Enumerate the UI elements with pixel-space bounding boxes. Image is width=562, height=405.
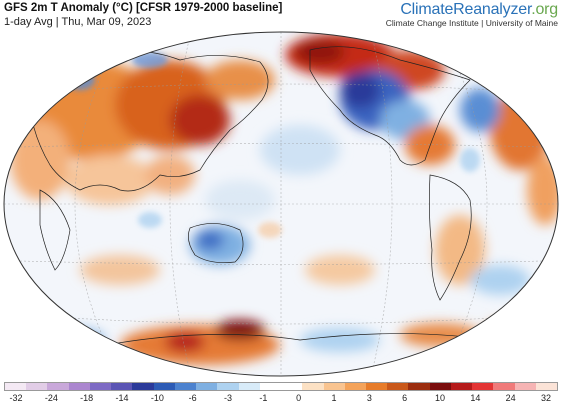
- colorbar-tick-label: -6: [188, 393, 197, 403]
- colorbar-swatch: [259, 383, 282, 390]
- colorbar-tick-label: 32: [540, 393, 552, 403]
- colorbar: [4, 382, 558, 391]
- colorbar-swatch: [323, 383, 345, 390]
- colorbar-tick-label: -18: [80, 393, 94, 403]
- colorbar-tick-label: 3: [366, 393, 372, 403]
- colorbar-tick-label: 14: [470, 393, 481, 403]
- colorbar-tick-label: -32: [9, 393, 23, 403]
- colorbar-swatch: [217, 383, 239, 390]
- colorbar-swatch: [68, 383, 90, 390]
- colorbar-tick-label: 0: [296, 393, 302, 403]
- colorbar-swatch: [493, 383, 515, 390]
- colorbar-swatch: [111, 383, 133, 390]
- colorbar-tick-label: -1: [259, 393, 268, 403]
- brand-subtitle: Climate Change Institute | University of…: [385, 18, 558, 28]
- colorbar-tick-label: 24: [505, 393, 516, 403]
- colorbar-swatch: [429, 383, 451, 390]
- colorbar-swatch: [132, 383, 154, 390]
- brand-name: ClimateReanalyzer.org: [400, 1, 558, 18]
- colorbar-swatch: [174, 383, 197, 390]
- colorbar-swatch: [450, 383, 473, 390]
- colorbar-swatch: [196, 383, 218, 390]
- map-subtitle: 1-day Avg | Thu, Mar 09, 2023: [4, 16, 152, 28]
- colorbar-swatch: [387, 383, 409, 390]
- colorbar-tick-label: -24: [44, 393, 58, 403]
- colorbar-swatch: [514, 383, 536, 390]
- colorbar-swatch: [26, 383, 48, 390]
- colorbar-swatch: [153, 383, 175, 390]
- colorbar-ticks: -32 -24 -18 -14 -10 -6 -3 -1 0 1 3 6 10 14 24 32: [4, 393, 558, 405]
- colorbar-swatch: [89, 383, 112, 390]
- colorbar-tick-label: 10: [434, 393, 446, 403]
- colorbar-swatch: [344, 383, 366, 390]
- map-title: GFS 2m T Anomaly (°C) [CFSR 1979-2000 ba…: [4, 2, 283, 14]
- colorbar-swatch: [47, 383, 69, 390]
- map-field: [4, 32, 558, 376]
- colorbar-swatch: [238, 383, 260, 390]
- colorbar-swatch: [281, 383, 303, 390]
- colorbar-swatch: [472, 383, 494, 390]
- colorbar-swatch: [408, 383, 430, 390]
- colorbar-tick-label: -10: [150, 393, 164, 403]
- colorbar-tick-label: 1: [331, 393, 337, 403]
- colorbar-tick-label: -14: [115, 393, 129, 403]
- colorbar-swatch: [5, 383, 27, 390]
- colorbar-swatch: [535, 383, 558, 390]
- colorbar-swatch: [302, 383, 324, 390]
- colorbar-swatch: [365, 383, 388, 390]
- colorbar-tick-label: 6: [402, 393, 408, 403]
- colorbar-tick-label: -3: [223, 393, 233, 403]
- brand-logo[interactable]: ClimateReanalyzer.org Climate Change Ins…: [386, 1, 558, 28]
